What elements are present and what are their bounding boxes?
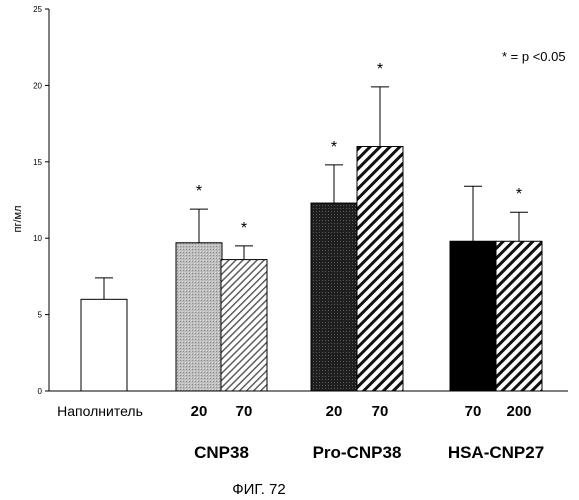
x-tick-labels: Наполнитель 20 70 20 70 70 200 [57,403,531,420]
bar-4 [357,147,403,391]
y-tick-label: 5 [38,311,43,320]
y-axis-label: пг/мл [12,205,24,232]
bars [81,147,542,391]
group-labels: CNP38 Pro-CNP38 HSA-CNP27 [194,443,544,462]
group-label-2: HSA-CNP27 [448,443,544,462]
figure-caption: ФИГ. 72 [232,481,286,498]
x-tick-label-5: 70 [465,403,482,420]
y-tick-label: 10 [33,234,42,243]
group-label-1: Pro-CNP38 [313,443,402,462]
bar-5 [450,241,496,391]
y-ticks: 0 5 10 15 20 25 [33,5,49,396]
bar-6 [496,241,542,391]
y-tick-label: 20 [33,81,42,90]
bar-0 [81,299,127,391]
bar-3 [311,203,357,391]
significance-star-2: * [241,220,247,237]
bar-2 [221,260,267,391]
y-tick-label: 0 [38,387,43,396]
x-tick-label-4: 70 [372,403,389,420]
significance-star-1: * [196,183,202,200]
significance-star-3: * [331,139,337,156]
x-tick-label-1: 20 [191,403,208,420]
group-label-0: CNP38 [194,443,249,462]
x-tick-label-3: 20 [326,403,343,420]
y-tick-label: 25 [33,5,42,14]
y-tick-label: 15 [33,158,42,167]
x-tick-label-0: Наполнитель [57,403,143,419]
bar-1 [176,243,222,391]
x-tick-label-2: 70 [236,403,253,420]
x-tick-label-6: 200 [506,403,531,420]
significance-annotation: * = p <0.05 [502,49,566,64]
significance-star-6: * [516,186,522,203]
significance-star-4: * [377,61,383,78]
